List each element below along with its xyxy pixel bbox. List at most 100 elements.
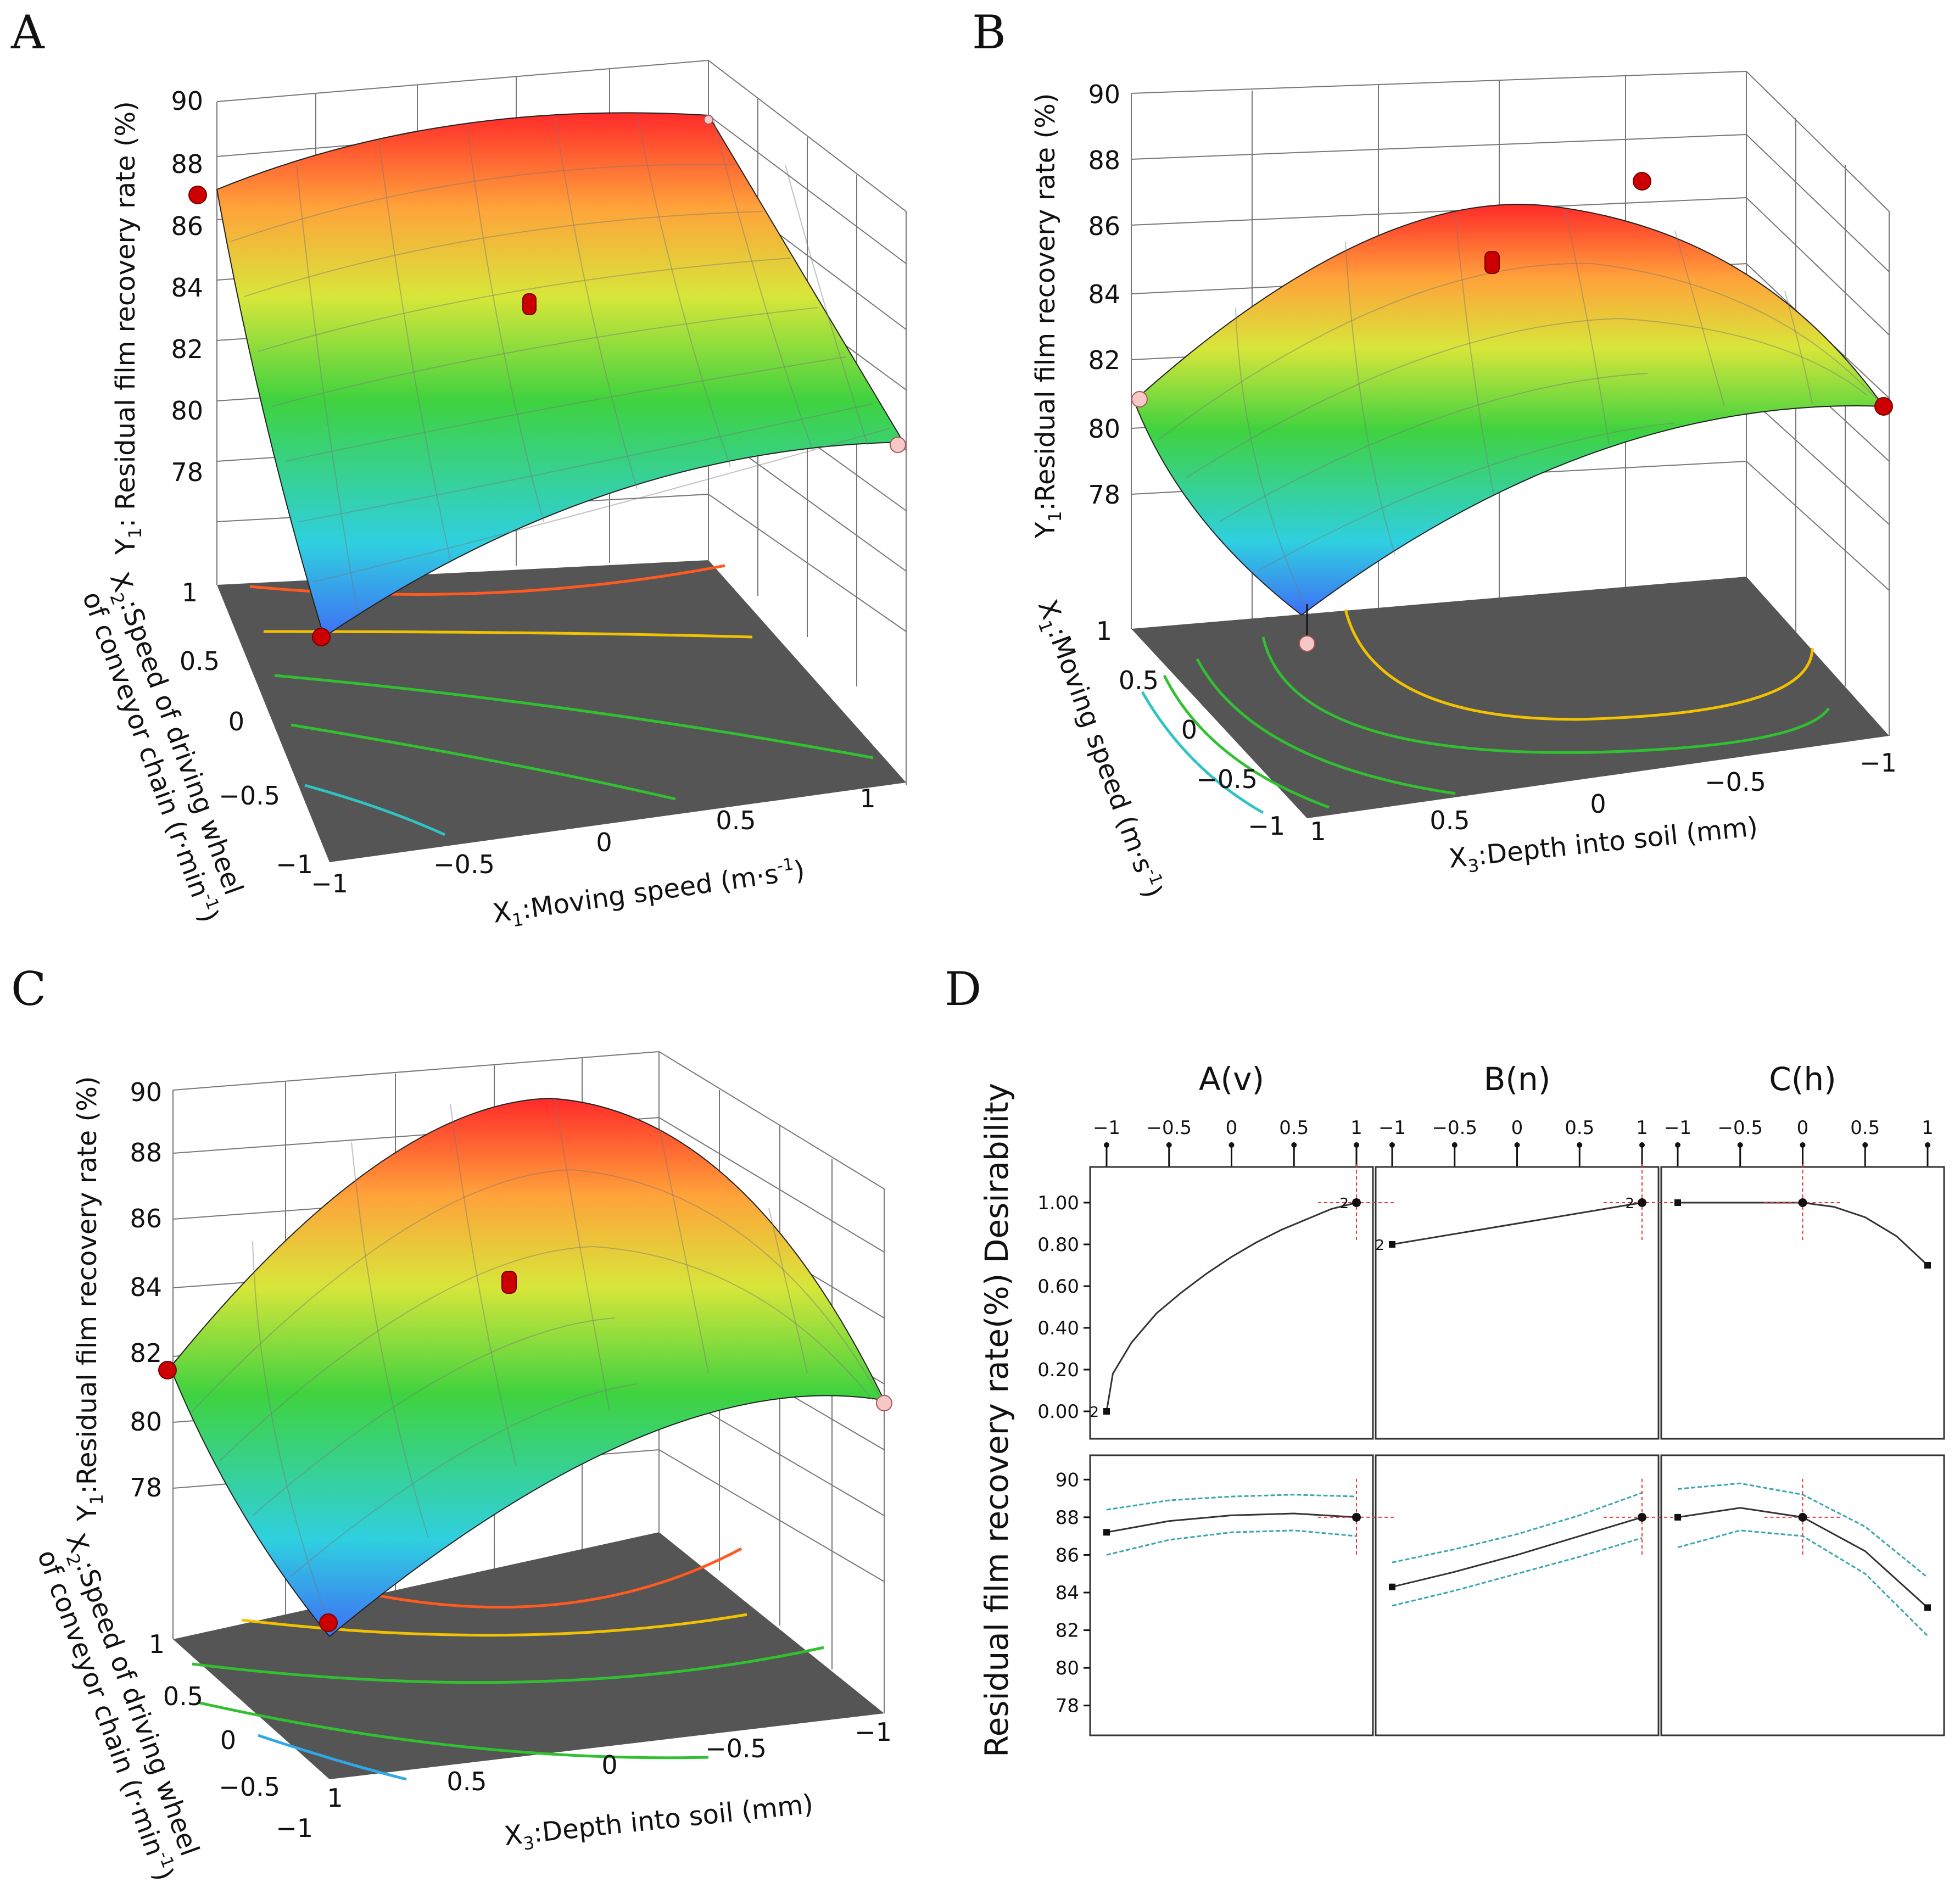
panel-b-y-ticks: 1 0.5 0 −0.5 −1 (1096, 616, 1285, 841)
x-tick-label: −0.5 (1432, 1117, 1477, 1139)
y-tick: 0 (228, 707, 244, 736)
panel-d-y-axis-title: Residual film recovery rate(%) Desirabil… (978, 1083, 1015, 1757)
panel-b-z-ticks: 90 88 86 84 82 80 78 (1088, 80, 1120, 510)
y-tick-label: 80 (1056, 1657, 1079, 1679)
panel-c-x-ticks: 1 0.5 0 −0.5 −1 (327, 1717, 892, 1813)
panel-c-contour-3 (192, 1646, 824, 1684)
panel-c-data-point (876, 1395, 892, 1411)
z-tick: 86 (171, 211, 203, 241)
desirability-endpoint (1389, 1241, 1395, 1248)
y-tick: 0 (1181, 715, 1197, 745)
response-frame (1089, 1454, 1374, 1736)
x-tick: −0.5 (1705, 767, 1766, 797)
x-tick-dot (1354, 1142, 1359, 1148)
x-tick-dot (1104, 1142, 1109, 1148)
y-tick: −0.5 (1196, 764, 1258, 794)
panel-b-data-point (1131, 391, 1148, 407)
x-tick-label: −1 (1664, 1117, 1691, 1139)
panel-b-surface (1133, 204, 1885, 616)
y-tick-label: 88 (1056, 1507, 1079, 1529)
x-tick-dot (1925, 1142, 1930, 1148)
panel-c-z-ticks: 90 88 86 84 82 80 78 (130, 1077, 162, 1502)
panel-b-contour-5 (1141, 691, 1264, 814)
y-tick: 0.5 (180, 646, 220, 676)
desirability-line (1678, 1202, 1929, 1266)
panel-b-contour-1 (1344, 609, 1814, 721)
panel-c-data-point (319, 1613, 338, 1632)
y-tick: 1 (1096, 616, 1112, 646)
y-tick: −1 (276, 850, 313, 879)
x-tick-label: −0.5 (1717, 1117, 1763, 1139)
panel-b-x-axis-title: X3:Depth into soil (mm) (1447, 811, 1760, 879)
panel-a-contour-3 (274, 674, 874, 759)
z-tick: 88 (130, 1138, 162, 1168)
x-tick-label: 1 (1350, 1117, 1362, 1139)
ci-upper-line (1106, 1494, 1357, 1511)
panel-b-z-axis-title: Y1:Residual film recovery rate (%) (1030, 93, 1065, 539)
z-tick: 82 (130, 1338, 162, 1368)
y-tick: 0.5 (163, 1682, 203, 1711)
panel-a-contour-4 (291, 723, 676, 801)
panel-b: B 90 88 86 84 82 80 78 (972, 5, 1897, 902)
y-tick: 1 (182, 578, 198, 607)
x-tick-dot (1862, 1142, 1868, 1148)
panel-letter-b: B (972, 5, 1006, 59)
z-tick: 78 (1088, 480, 1120, 510)
design-point-count: 2 (1090, 1404, 1099, 1421)
y-tick-label: 84 (1056, 1582, 1079, 1604)
x-tick-dot (1800, 1142, 1806, 1148)
panel-d: D Residual film recovery rate(%) Desirab… (945, 962, 1945, 1757)
x-tick-label: −0.5 (1146, 1117, 1192, 1139)
x-tick: 0 (1590, 789, 1606, 819)
y-tick: −0.5 (219, 781, 280, 811)
panel-c-contour-1 (362, 1547, 742, 1609)
panel-c-contour-5 (258, 1734, 407, 1781)
x-tick-dot (1166, 1142, 1172, 1148)
x-tick-label: 0.5 (1565, 1117, 1594, 1139)
panel-b-x-ticks: 1 0.5 0 −0.5 −1 (1310, 748, 1897, 846)
z-tick: 84 (130, 1272, 162, 1302)
z-tick: 78 (130, 1473, 162, 1502)
y-tick: −1 (1248, 811, 1285, 841)
desirability-line (1105, 1202, 1357, 1412)
z-tick: 88 (1088, 146, 1120, 175)
z-tick: 86 (1088, 211, 1120, 241)
panel-c-data-point (158, 1361, 177, 1379)
design-point-count: 2 (1375, 1237, 1384, 1254)
y-tick: −1 (276, 1813, 313, 1843)
panel-c-contour-4 (197, 1701, 709, 1759)
panel-a: A 90 88 86 84 82 80 (10, 5, 907, 931)
x-tick: 0.5 (1429, 806, 1470, 835)
desirability-line (1392, 1202, 1643, 1245)
y-tick: −0.5 (219, 1772, 280, 1802)
panel-a-contour-2 (263, 630, 753, 639)
x-tick-dot (1451, 1142, 1458, 1148)
x-tick-dot (1291, 1142, 1297, 1148)
z-tick: 82 (171, 334, 203, 364)
x-tick-dot (1737, 1142, 1743, 1148)
x-tick-label: 0 (1797, 1117, 1809, 1139)
panel-a-data-point (890, 437, 906, 453)
x-tick: −0.5 (705, 1734, 767, 1763)
panel-b-contours (1141, 609, 1830, 814)
panel-a-center-point (522, 293, 537, 315)
x-tick: 0.5 (716, 806, 756, 835)
panel-a-x-ticks: −1 −0.5 0 0.5 1 (311, 784, 876, 898)
x-tick: −0.5 (433, 850, 495, 879)
panel-c: C 90 88 86 84 82 80 78 Y1:R (11, 962, 892, 1885)
y-tick-label: 90 (1056, 1469, 1079, 1491)
factor-title: B(n) (1484, 1060, 1551, 1098)
response-line (1392, 1516, 1643, 1588)
panel-c-z-axis-title: Y1:Residual film recovery rate (%) (72, 1076, 107, 1522)
panel-b-data-point (1299, 635, 1315, 652)
z-tick: 82 (1088, 345, 1120, 375)
ci-upper-line (1677, 1482, 1928, 1578)
x-tick-label: 1 (1922, 1117, 1934, 1139)
z-tick: 84 (171, 273, 203, 303)
current-setting-point (1352, 1198, 1361, 1207)
panel-a-contours (249, 564, 874, 836)
x-tick-label: 0.5 (1850, 1117, 1880, 1139)
y-tick-label: 1.00 (1037, 1192, 1079, 1214)
panel-c-surface-mesh (192, 1098, 879, 1626)
